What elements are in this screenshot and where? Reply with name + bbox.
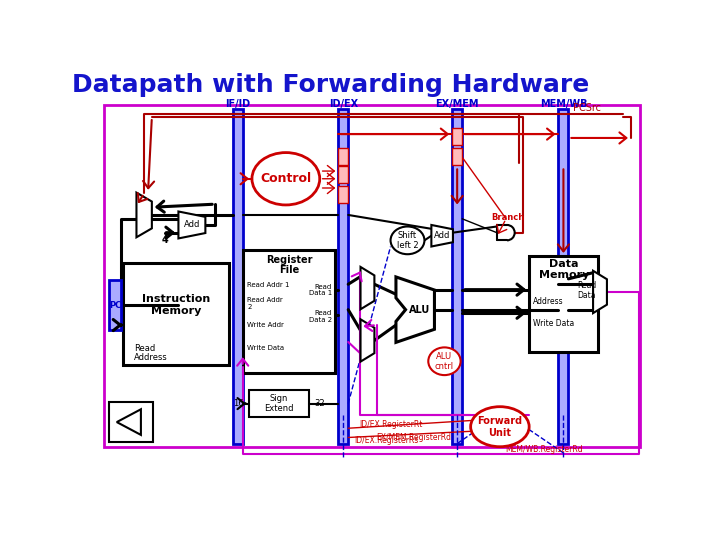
Text: Read Addr: Read Addr	[248, 298, 283, 303]
Bar	[122, 264, 229, 365]
Text: ALU
cntrl: ALU cntrl	[435, 352, 454, 371]
Text: Shift
left 2: Shift left 2	[397, 231, 418, 250]
Text: Read
Data: Read Data	[577, 281, 596, 300]
Text: Sign
Extend: Sign Extend	[264, 394, 294, 413]
Text: Instruction
Memory: Instruction Memory	[142, 294, 210, 316]
Text: 32: 32	[315, 399, 325, 408]
Bar	[452, 148, 462, 165]
Polygon shape	[361, 319, 374, 362]
Polygon shape	[117, 409, 141, 435]
Text: EX/MEM: EX/MEM	[436, 99, 479, 109]
Bar	[452, 128, 462, 145]
Bar	[249, 390, 309, 417]
Bar	[338, 186, 348, 204]
Text: MEM/WB: MEM/WB	[540, 99, 588, 109]
Bar	[104, 105, 640, 448]
Bar	[452, 110, 462, 444]
Text: Add: Add	[184, 220, 200, 230]
Text: 2: 2	[248, 303, 252, 309]
Bar	[529, 256, 598, 352]
Text: Read: Read	[315, 284, 332, 289]
Text: EX/MEM.RegisterRd: EX/MEM.RegisterRd	[376, 433, 451, 442]
Text: File: File	[279, 265, 299, 275]
Text: Register: Register	[266, 255, 312, 265]
Ellipse shape	[252, 153, 320, 205]
Bar	[243, 249, 335, 373]
Text: Data 1: Data 1	[309, 291, 332, 296]
Bar	[497, 225, 507, 240]
Text: PCSrc: PCSrc	[573, 103, 601, 113]
Bar	[338, 166, 348, 184]
Text: ALU: ALU	[409, 305, 431, 315]
Text: Forward
Unit: Forward Unit	[477, 416, 523, 437]
Text: Write Addr: Write Addr	[248, 322, 284, 328]
Text: Address: Address	[134, 353, 168, 362]
Text: Address: Address	[533, 298, 564, 307]
Text: Data
Memory: Data Memory	[539, 259, 589, 280]
Text: Write Data: Write Data	[248, 345, 284, 351]
Polygon shape	[593, 271, 607, 313]
Bar	[109, 280, 121, 330]
Bar	[338, 110, 348, 444]
Bar	[559, 110, 568, 444]
Text: IF/ID: IF/ID	[225, 99, 251, 109]
Text: Add: Add	[434, 231, 450, 240]
Polygon shape	[361, 267, 374, 309]
Text: Data 2: Data 2	[309, 316, 332, 323]
Polygon shape	[137, 193, 152, 237]
Text: 4: 4	[161, 235, 168, 245]
Text: Read: Read	[134, 343, 156, 353]
Text: ID/EX.RegisterRt: ID/EX.RegisterRt	[359, 420, 422, 429]
Text: MEM/WB.RegisterRd: MEM/WB.RegisterRd	[505, 446, 583, 454]
Text: PC: PC	[109, 301, 121, 310]
Ellipse shape	[428, 347, 461, 375]
Text: Branch: Branch	[491, 213, 524, 222]
Text: Read: Read	[315, 310, 332, 316]
Bar	[338, 148, 348, 165]
Bar	[233, 110, 243, 444]
Bar	[109, 402, 153, 442]
Text: ID/EX.RegisterRs: ID/EX.RegisterRs	[354, 436, 418, 445]
Text: 16: 16	[233, 399, 243, 408]
Ellipse shape	[471, 407, 529, 447]
Text: Control: Control	[260, 172, 312, 185]
Polygon shape	[431, 225, 453, 247]
Text: Read Addr 1: Read Addr 1	[248, 282, 290, 288]
Ellipse shape	[390, 226, 425, 254]
Polygon shape	[396, 277, 434, 342]
Text: Datapath with Forwarding Hardware: Datapath with Forwarding Hardware	[72, 73, 589, 97]
Polygon shape	[179, 212, 205, 239]
Text: ID/EX: ID/EX	[328, 99, 358, 109]
Text: Write Data: Write Data	[533, 319, 575, 328]
